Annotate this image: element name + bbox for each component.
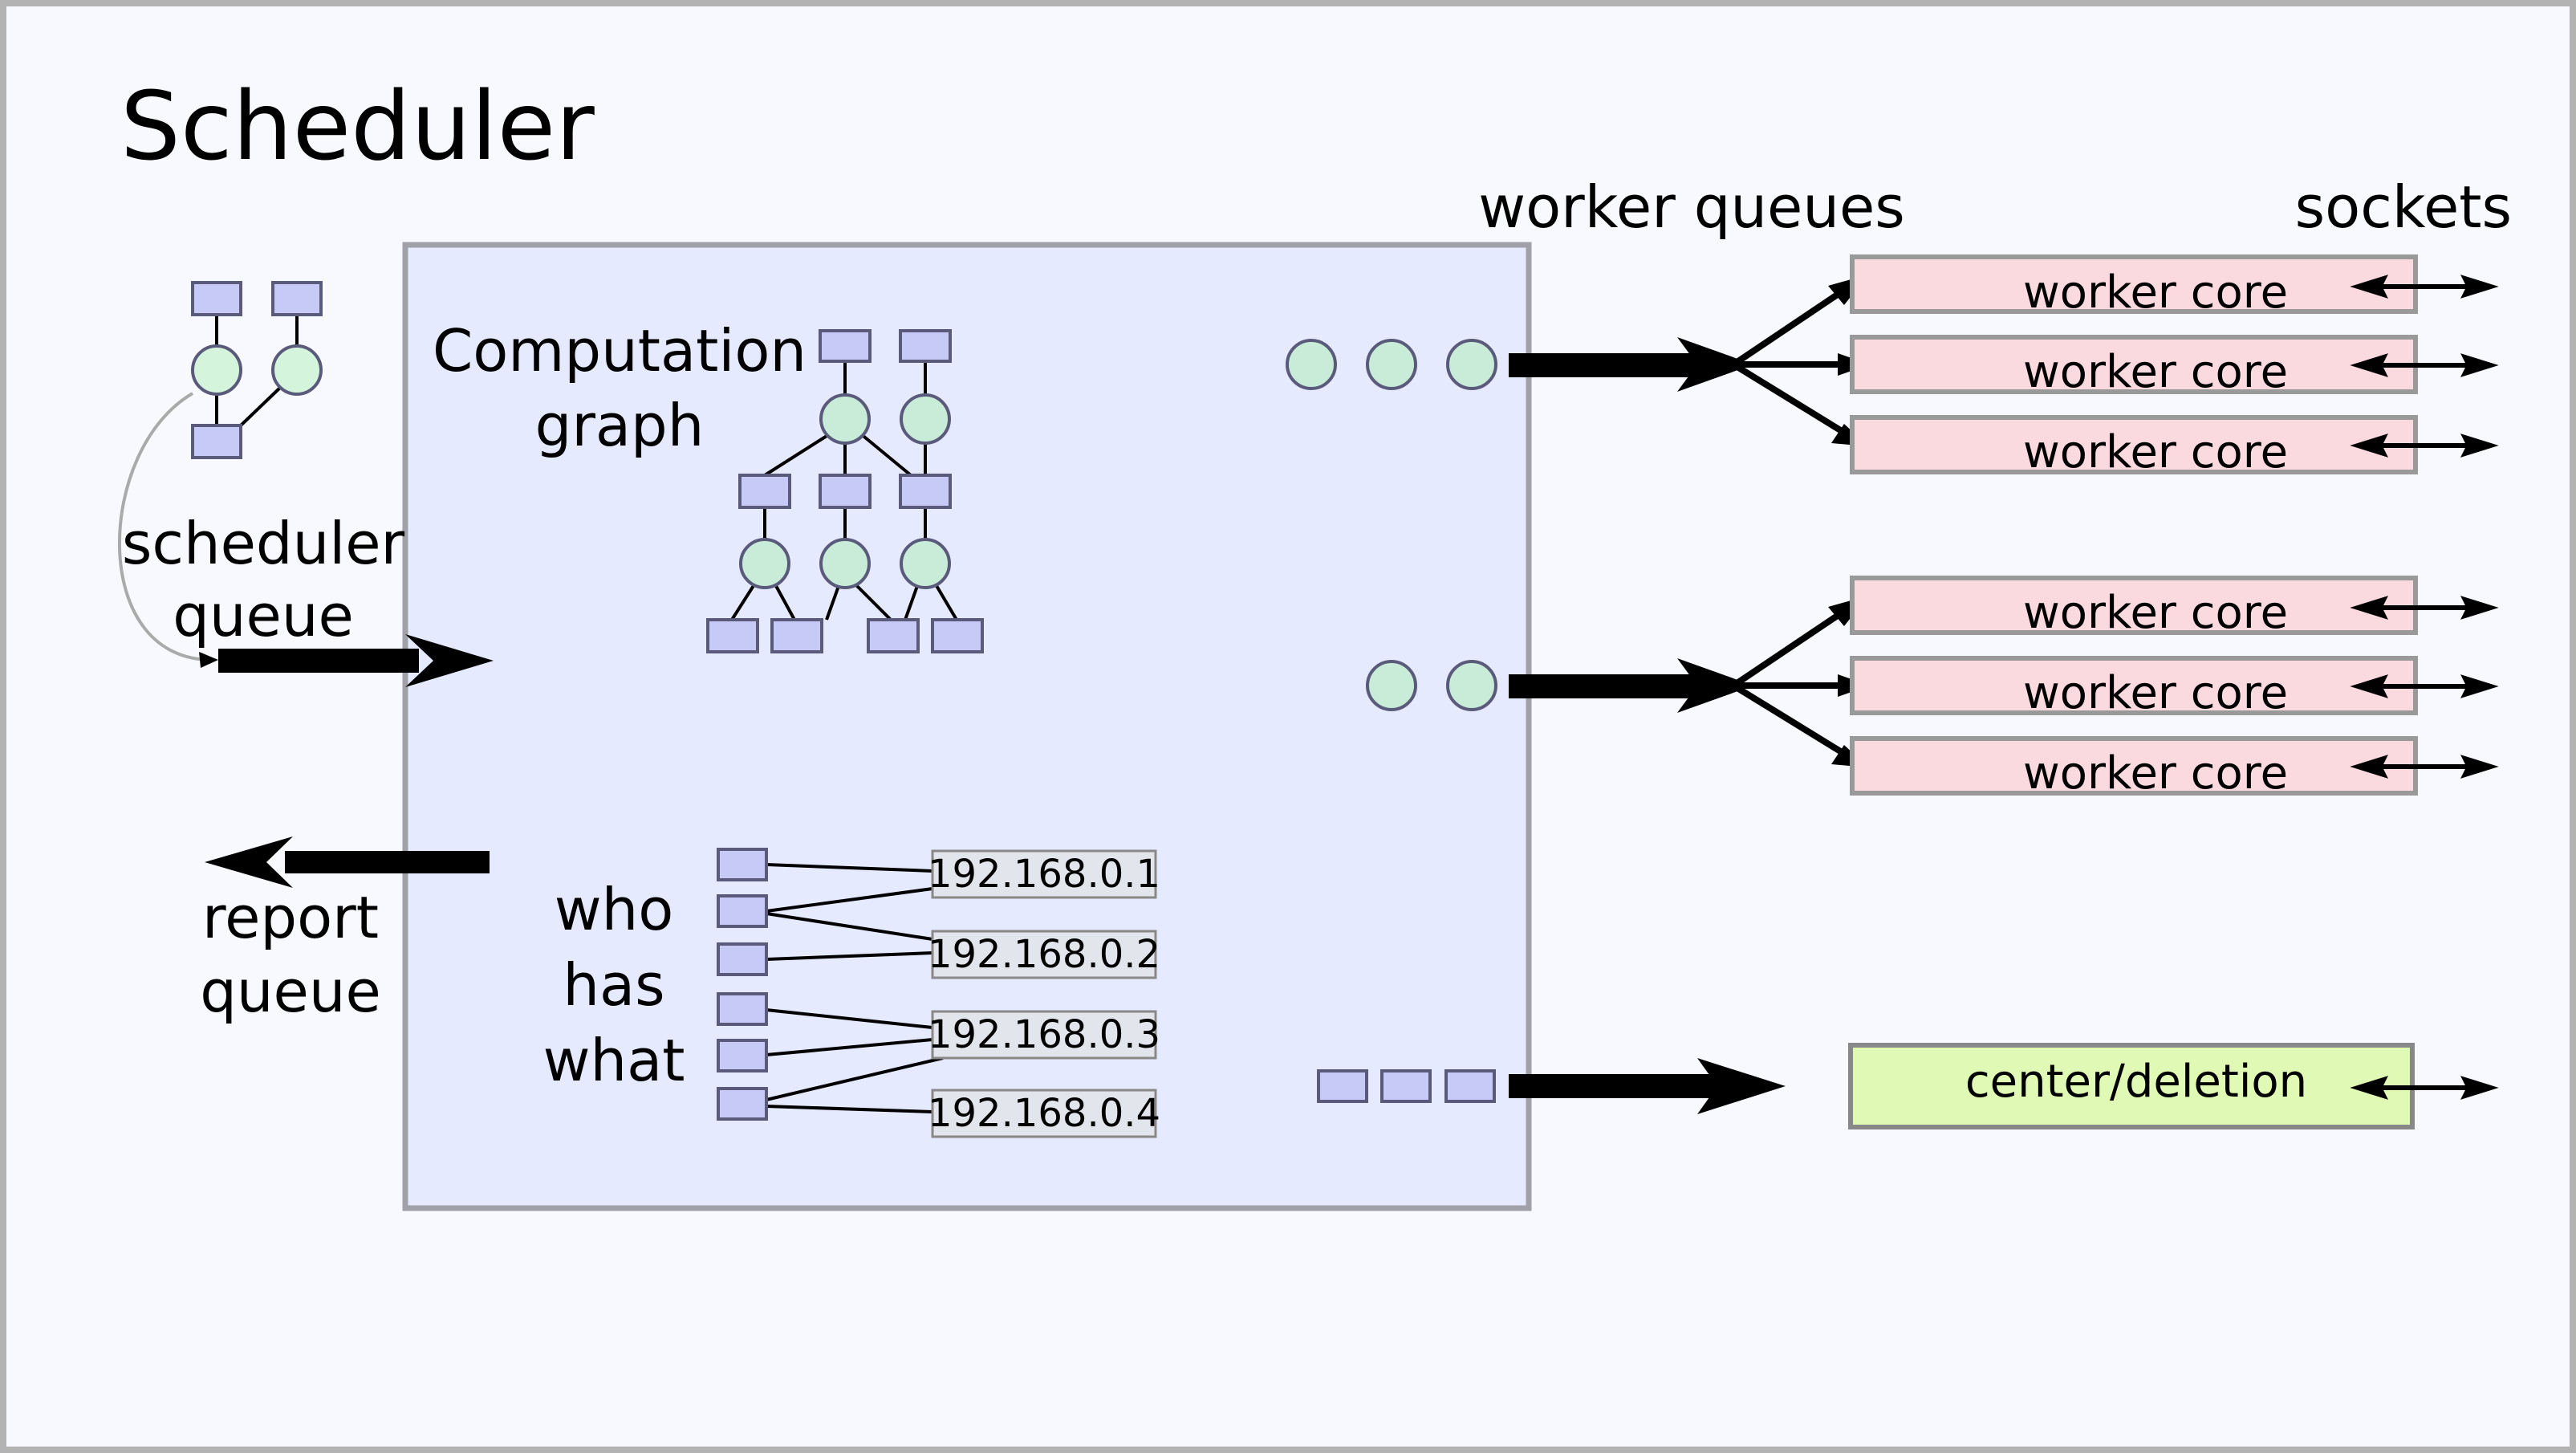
worker-cores-group-1: worker core worker core worker core [1850,254,2418,478]
socket-arrow [2350,674,2499,698]
task-square [867,618,920,653]
worker-core-label: worker core [2023,667,2288,719]
report-queue-arrow [205,836,490,888]
task-circle [271,344,323,396]
ip-address-boxes: 192.168.0.1 192.168.0.2 192.168.0.3 192.… [928,849,1160,1138]
worker-queue-1 [1286,275,1870,446]
key-square [717,992,768,1026]
worker-core-label: worker core [2023,267,2288,319]
key-square [717,1087,768,1121]
task-circle [900,538,951,589]
worker-queues-label: worker queues [1478,173,1905,241]
ip-address-2: 192.168.0.2 [928,932,1160,977]
task-circle [900,393,951,445]
ip-box [931,1010,1157,1060]
worker-core-label: worker core [2023,747,2288,800]
queue-item-circle [1366,660,1417,711]
ip-box [931,849,1157,899]
socket-arrow [2350,596,2499,620]
task-square [706,618,759,653]
worker-core-label: worker core [2023,426,2288,478]
socket-arrow [2350,1076,2499,1100]
who-has-what-label-line2: has [563,951,664,1019]
queue-item-square [1380,1069,1432,1103]
task-square [899,474,952,509]
worker-core-box [1850,335,2418,394]
scheduler-queue-graph-icon [118,281,323,668]
task-circle [819,393,871,445]
key-square [717,942,768,976]
deletion-queue [1317,1058,1786,1114]
socket-arrow [2350,755,2499,779]
queue-item-circle [1446,339,1497,390]
task-square [899,329,952,363]
sockets-label: sockets [2295,173,2512,241]
computation-graph-label-line1: Computation [433,317,807,385]
key-square [717,848,768,881]
computation-graph-nodes [706,329,984,653]
socket-arrow [2350,353,2499,377]
queue-item-square [1317,1069,1368,1103]
task-circle [819,538,871,589]
task-square [819,329,872,363]
scheduler-queue-label-line1: scheduler [122,510,405,577]
task-square [271,281,323,316]
worker-core-label: worker core [2023,346,2288,398]
worker-core-label: worker core [2023,587,2288,639]
center-deletion-label: center/deletion [1965,1056,2307,1108]
queue-item-square [1444,1069,1496,1103]
ip-address-4: 192.168.0.4 [928,1091,1160,1136]
socket-arrow [2350,433,2499,458]
queue-item-circle [1366,339,1417,390]
who-has-what-label-line1: who [555,876,674,943]
socket-arrows [2350,275,2499,1100]
queue-item-circle [1446,660,1497,711]
scheduler-queue-arrow [218,634,494,687]
task-square [191,424,242,459]
key-square [717,1039,768,1072]
who-has-what-keys [717,848,768,1121]
ip-box [931,930,1157,979]
report-queue-label-line1: report [202,884,379,951]
page-title: Scheduler [120,71,595,181]
task-square [191,281,242,316]
task-square [931,618,984,653]
report-queue-label-line2: queue [200,958,381,1025]
who-has-what-label-line3: what [543,1027,685,1094]
worker-core-box [1850,415,2418,474]
who-has-what-links [766,863,944,1113]
worker-core-box [1850,656,2418,715]
task-square [738,474,791,509]
key-square [717,894,768,928]
worker-core-box [1850,254,2418,314]
task-square [770,618,823,653]
queue-item-circle [1286,339,1337,390]
task-square [819,474,872,509]
ip-box [931,1089,1157,1138]
worker-core-box [1850,576,2418,635]
ip-address-1: 192.168.0.1 [928,852,1160,897]
task-circle [739,538,790,589]
worker-cores-group-2: worker core worker core worker core [1850,576,2418,800]
task-circle [191,344,242,396]
ip-address-3: 192.168.0.3 [928,1012,1160,1057]
scheduler-queue-label-line2: queue [173,582,354,649]
computation-graph [730,361,958,621]
computation-graph-label-line2: graph [535,392,705,459]
socket-arrow [2350,275,2499,299]
worker-core-box [1850,736,2418,796]
